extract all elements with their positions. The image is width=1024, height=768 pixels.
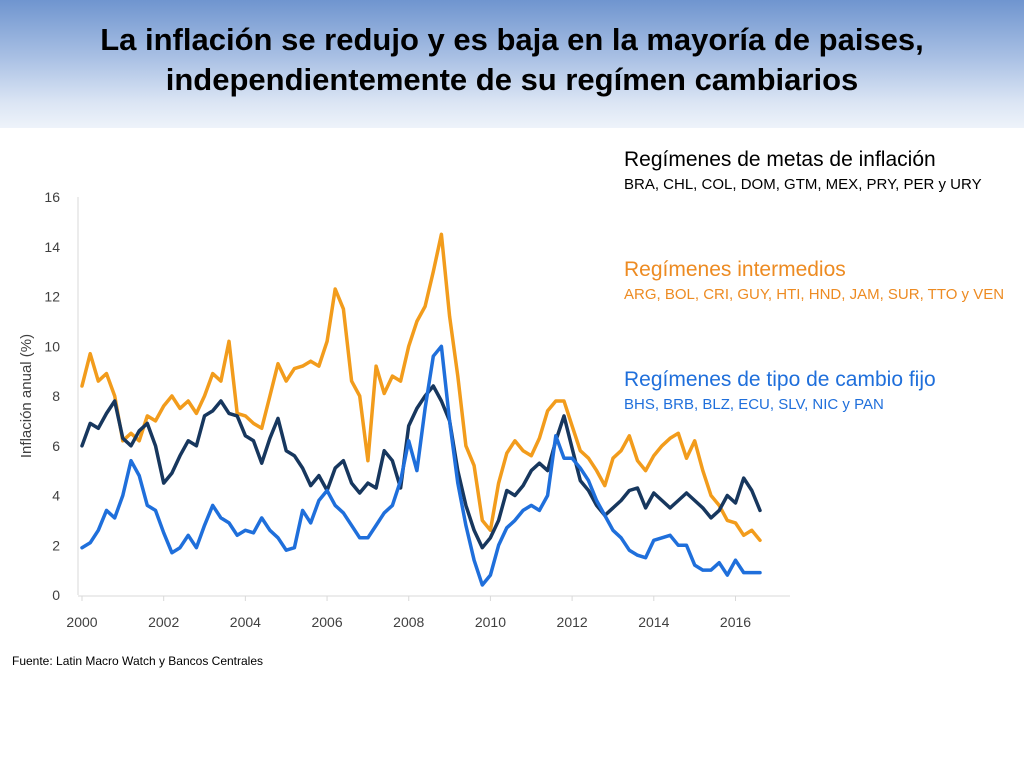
legend-countries-intermediate: ARG, BOL, CRI, GUY, HTI, HND, JAM, SUR, … bbox=[624, 286, 1005, 303]
y-tick-label: 8 bbox=[52, 388, 60, 404]
title-band bbox=[0, 0, 1024, 128]
y-tick-label: 12 bbox=[44, 289, 60, 305]
y-axis: 0 2 4 6 8 10 12 14 16 bbox=[44, 189, 79, 603]
x-tick-label: 2014 bbox=[638, 614, 669, 630]
x-tick-label: 2002 bbox=[148, 614, 179, 630]
y-tick-label: 14 bbox=[44, 239, 60, 255]
x-tick-label: 2000 bbox=[66, 614, 97, 630]
y-tick-label: 4 bbox=[52, 488, 60, 504]
x-axis: 2000 2002 2004 2006 2008 2010 2012 2014 2016 bbox=[66, 595, 790, 630]
y-tick-label: 6 bbox=[52, 438, 60, 454]
x-tick-label: 2016 bbox=[720, 614, 751, 630]
y-axis-title: Inflación anual (%) bbox=[18, 334, 35, 458]
x-tick-label: 2006 bbox=[311, 614, 342, 630]
legend-name-intermediate: Regímenes intermedios bbox=[624, 258, 846, 281]
series-line-fixed-exchange bbox=[80, 344, 762, 587]
page-title: La inflación se redujo y es baja en la m… bbox=[0, 20, 1024, 100]
series-lines bbox=[80, 232, 762, 587]
legend-name-fixed-exchange: Regímenes de tipo de cambio fijo bbox=[624, 368, 936, 391]
legend-countries-fixed-exchange: BHS, BRB, BLZ, ECU, SLV, NIC y PAN bbox=[624, 396, 884, 413]
x-tick-label: 2010 bbox=[475, 614, 506, 630]
legend-countries-inflation-targeting: BRA, CHL, COL, DOM, GTM, MEX, PRY, PER y… bbox=[624, 176, 982, 193]
x-tick-label: 2012 bbox=[557, 614, 588, 630]
source-note: Fuente: Latin Macro Watch y Bancos Centr… bbox=[12, 654, 264, 668]
y-tick-label: 16 bbox=[44, 189, 60, 205]
x-tick-label: 2004 bbox=[230, 614, 261, 630]
legend-group-fixed-exchange: Regímenes de tipo de cambio fijo BHS, BR… bbox=[624, 366, 1016, 416]
y-tick-label: 0 bbox=[52, 587, 60, 603]
title-line-1: La inflación se redujo y es baja en la m… bbox=[100, 22, 924, 57]
legend-group-intermediate: Regímenes intermedios ARG, BOL, CRI, GUY… bbox=[624, 256, 1016, 306]
title-line-2: independientemente de su regímen cambiar… bbox=[165, 62, 859, 97]
y-tick-label: 10 bbox=[44, 338, 60, 354]
legend-name-inflation-targeting: Regímenes de metas de inflación bbox=[624, 148, 936, 171]
x-tick-label: 2008 bbox=[393, 614, 424, 630]
series-line-intermediate bbox=[80, 232, 762, 543]
y-tick-label: 2 bbox=[52, 537, 60, 553]
series-line-inflation-targeting bbox=[80, 384, 762, 550]
legend-group-inflation-targeting: Regímenes de metas de inflación BRA, CHL… bbox=[624, 146, 1016, 196]
